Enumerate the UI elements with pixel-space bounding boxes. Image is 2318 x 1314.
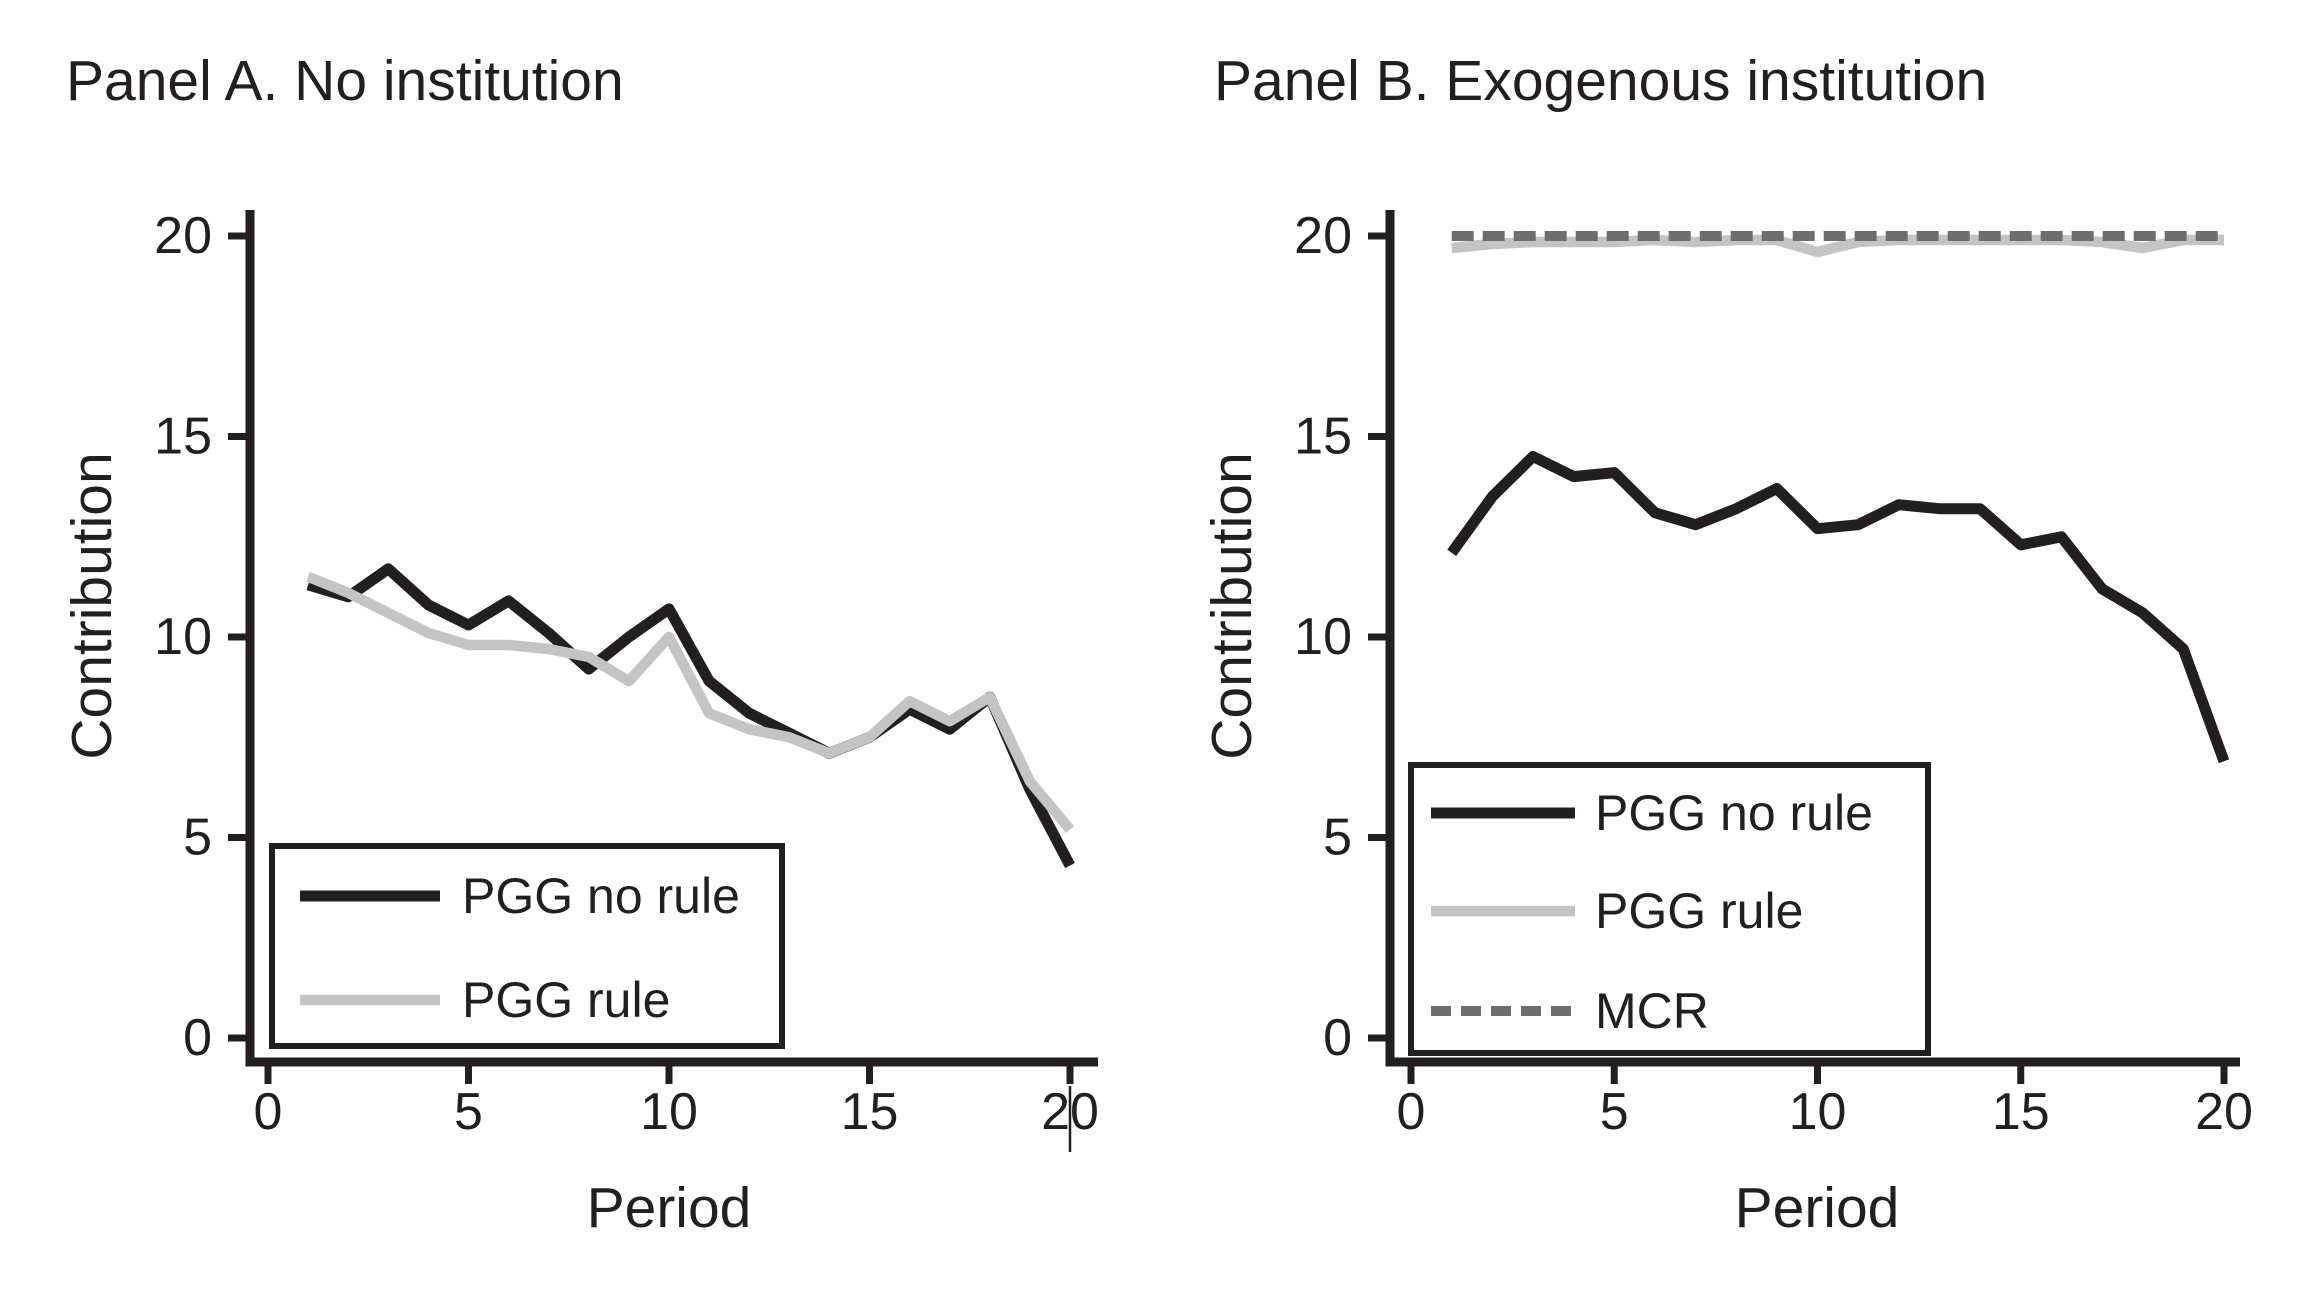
y-tick-label: 15 bbox=[154, 408, 212, 466]
series-line-pgg-no-rule bbox=[306, 563, 1075, 869]
panel-a-title: Panel A. No institution bbox=[66, 49, 624, 113]
x-tick-label: 10 bbox=[640, 1083, 698, 1141]
legend-label-mcr: MCR bbox=[1595, 983, 1709, 1039]
legend-box bbox=[269, 843, 785, 1049]
y-tick-label: 10 bbox=[154, 608, 212, 666]
axis-frame bbox=[245, 210, 1098, 1067]
panel-b-xlabel: Period bbox=[1735, 1176, 1900, 1240]
y-tick-label: 20 bbox=[1294, 207, 1352, 265]
x-tick-label: 15 bbox=[841, 1083, 899, 1141]
x-tick-label: 5 bbox=[1600, 1083, 1629, 1141]
panel-b-ylabel: Contribution bbox=[1200, 452, 1264, 759]
legend-label-pgg-rule: PGG rule bbox=[462, 972, 670, 1028]
panel-a-ylabel: Contribution bbox=[60, 452, 124, 759]
legend-label-pgg-rule: PGG rule bbox=[1595, 883, 1803, 939]
panel-b: 0 5 10 15 20 0 5 10 15 20 PGG no rule PGG rule MCR bbox=[1294, 207, 2253, 1141]
panel-b-title: Panel B. Exogenous institution bbox=[1214, 49, 1987, 113]
series-line-pgg-rule bbox=[306, 571, 1075, 833]
legend-label-pgg-no-rule: PGG no rule bbox=[462, 868, 740, 924]
x-tick-label: 5 bbox=[454, 1083, 483, 1141]
panel-a-xlabel: Period bbox=[587, 1176, 752, 1240]
x-tick-label: 15 bbox=[1992, 1083, 2050, 1141]
x-tick-label: 20 bbox=[2195, 1083, 2253, 1141]
x-tick-label: 0 bbox=[1397, 1083, 1426, 1141]
y-tick-label: 5 bbox=[183, 809, 212, 867]
y-tick-label: 10 bbox=[1294, 608, 1352, 666]
y-tick-label: 15 bbox=[1294, 408, 1352, 466]
x-tick-label: 10 bbox=[1789, 1083, 1847, 1141]
generated-axes-and-series: 0 5 10 15 20 0 5 10 15 20 PGG no rule PGG rule 0 5 10 1… bbox=[154, 207, 2253, 1152]
y-tick-label: 20 bbox=[154, 207, 212, 265]
x-tick-label: 0 bbox=[254, 1083, 283, 1141]
legend: PGG no rule PGG rule bbox=[269, 843, 785, 1049]
legend: PGG no rule PGG rule MCR bbox=[1408, 762, 1931, 1056]
y-tick-label: 0 bbox=[1323, 1009, 1352, 1067]
legend-label-pgg-no-rule: PGG no rule bbox=[1595, 785, 1873, 841]
axis-frame bbox=[1385, 210, 2240, 1067]
y-tick-label: 5 bbox=[1323, 809, 1352, 867]
y-tick-label: 0 bbox=[183, 1009, 212, 1067]
series-line-pgg-no-rule bbox=[1447, 451, 2230, 764]
series-line-pgg-rule bbox=[1451, 234, 2224, 258]
